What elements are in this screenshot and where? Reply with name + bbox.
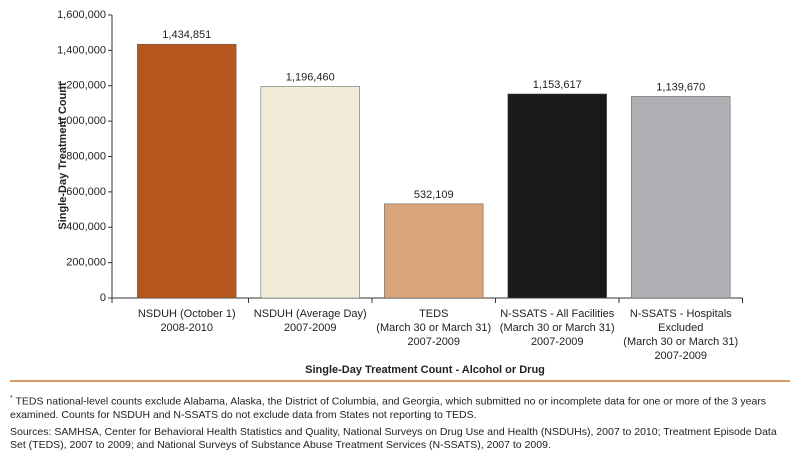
bar [260,86,360,299]
x-tick-label: 2007-2009 [654,350,707,362]
footnote: * TEDS national-level counts exclude Ala… [10,392,790,422]
value-label: 1,139,670 [656,81,705,93]
bar [507,93,607,299]
x-tick-label: Excluded [658,322,703,334]
footnote-text: TEDS national-level counts exclude Alaba… [10,395,767,421]
x-tick-label: TEDS [419,308,448,320]
value-label: 532,109 [414,189,454,201]
sources: Sources: SAMHSA, Center for Behavioral H… [10,426,777,451]
y-tick-label: 1,000,000 [57,115,106,127]
bar [137,43,237,299]
x-tick-label: NSDUH (October 1) [138,308,236,320]
footnote-marker: * [10,395,13,402]
x-tick-label: 2007-2009 [284,322,337,334]
x-tick-label: 2007-2009 [531,336,584,348]
x-tick-label: N-SSATS - Hospitals [630,308,732,320]
value-label: 1,434,851 [162,29,211,41]
x-tick-label: (March 30 or March 31) [376,322,491,334]
y-tick-label: 1,600,000 [57,9,106,21]
y-axis-title: Single-Day Treatment Count [57,82,69,230]
x-tick-label: (March 30 or March 31) [500,322,615,334]
value-label: 1,196,460 [286,71,335,83]
y-tick-label: 0 [100,292,106,304]
x-tick-label: 2007-2009 [407,336,460,348]
x-axis-title: Single-Day Treatment Count - Alcohol or … [305,364,545,376]
y-tick-label: 600,000 [66,186,106,198]
value-label: 1,153,617 [533,79,582,91]
x-tick-label: NSDUH (Average Day) [254,308,367,320]
y-tick-label: 800,000 [66,150,106,162]
x-tick-label: (March 30 or March 31) [623,336,738,348]
y-tick-label: 1,200,000 [57,80,106,92]
x-tick-label: N-SSATS - All Facilities [500,308,615,320]
bar [631,96,731,299]
bar [384,203,484,299]
x-tick-label: 2008-2010 [160,322,213,334]
y-tick-label: 200,000 [66,257,106,269]
y-tick-label: 1,400,000 [57,44,106,56]
y-tick-label: 400,000 [66,221,106,233]
